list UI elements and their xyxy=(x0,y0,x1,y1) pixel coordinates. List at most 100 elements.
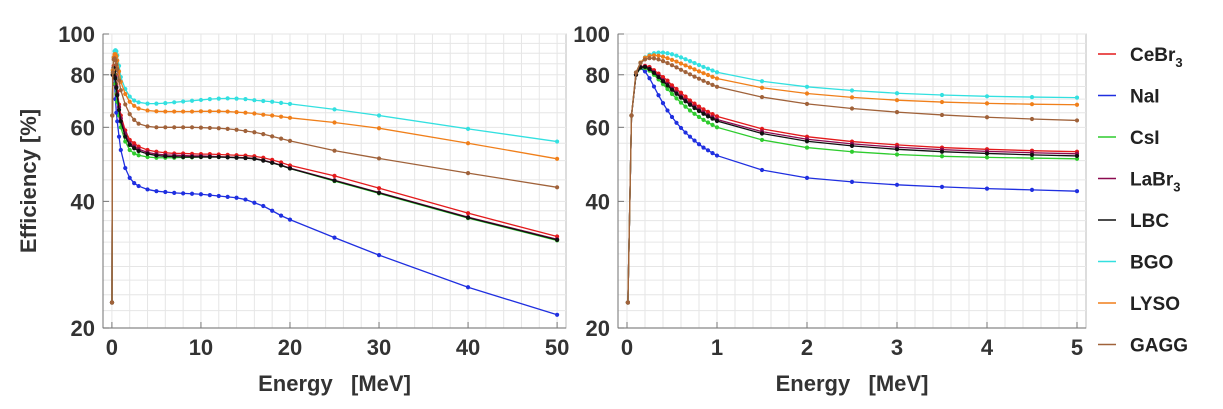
y-axis-title: Efficiency [%] xyxy=(16,109,41,253)
x-tick-label: 3 xyxy=(891,335,903,360)
data-point xyxy=(225,155,230,160)
data-point xyxy=(1074,95,1080,100)
data-point xyxy=(287,115,293,120)
data-point xyxy=(647,67,652,72)
data-point xyxy=(181,125,186,130)
data-point xyxy=(554,139,560,144)
data-point xyxy=(1029,116,1035,122)
data-point xyxy=(692,111,697,116)
data-point xyxy=(687,59,693,64)
data-point xyxy=(710,112,715,117)
x-tick-label: 4 xyxy=(981,335,994,360)
data-point xyxy=(252,156,257,161)
legend-item: NaI xyxy=(1098,87,1160,108)
data-point xyxy=(804,145,810,150)
data-point xyxy=(243,97,248,102)
data-point xyxy=(465,170,471,176)
data-point xyxy=(234,96,239,101)
data-point xyxy=(660,59,666,64)
y-tick-label: 20 xyxy=(71,316,95,341)
data-point xyxy=(261,158,266,163)
data-point xyxy=(278,213,284,218)
data-point xyxy=(714,125,720,130)
data-point xyxy=(692,101,697,106)
data-point xyxy=(116,134,122,139)
data-point xyxy=(894,91,900,96)
data-point xyxy=(332,120,337,125)
y-tick-label: 40 xyxy=(71,189,95,214)
data-point xyxy=(939,99,945,105)
data-point xyxy=(154,125,159,130)
legend-label: NaI xyxy=(1130,87,1160,108)
x-tick-label: 40 xyxy=(456,335,480,360)
data-point xyxy=(710,122,715,127)
data-point xyxy=(849,149,855,154)
data-point xyxy=(207,125,212,131)
data-point xyxy=(332,173,337,178)
data-point xyxy=(629,113,634,118)
data-point xyxy=(984,101,990,106)
data-point xyxy=(332,148,337,153)
data-point xyxy=(939,92,945,98)
series-gagg xyxy=(625,56,1080,305)
data-point xyxy=(939,154,945,159)
data-point xyxy=(984,94,990,99)
left-panel-chart: 0 10 20 30 40 50 20 40 60 80 100 Efficiency [%] Ener… xyxy=(16,22,569,396)
data-point xyxy=(678,61,684,66)
legend-item: LYSO xyxy=(1098,294,1180,315)
data-point xyxy=(332,235,337,240)
data-point xyxy=(261,203,266,209)
x-tick-label: 10 xyxy=(189,335,213,360)
data-point xyxy=(1029,102,1035,107)
legend-item: BGO xyxy=(1098,253,1173,274)
data-point xyxy=(665,56,670,61)
data-point xyxy=(465,126,471,131)
y-tick-label: 100 xyxy=(573,22,610,47)
data-point xyxy=(181,154,186,160)
data-point xyxy=(270,160,275,165)
legend-label: LYSO xyxy=(1130,294,1180,315)
data-point xyxy=(692,138,697,143)
data-point xyxy=(278,100,284,105)
data-point xyxy=(683,57,688,62)
data-point xyxy=(243,155,248,161)
data-point xyxy=(465,141,471,146)
data-point xyxy=(804,175,810,180)
data-point xyxy=(665,51,670,56)
data-point xyxy=(696,62,702,68)
data-point xyxy=(554,185,560,190)
data-point xyxy=(154,101,159,106)
data-point xyxy=(939,149,945,154)
data-point xyxy=(163,109,168,114)
data-point xyxy=(154,189,159,194)
data-point xyxy=(665,60,670,66)
series-nai xyxy=(109,70,560,317)
data-point xyxy=(278,136,284,141)
data-point xyxy=(678,67,684,72)
data-point xyxy=(198,125,204,130)
data-point xyxy=(1074,153,1080,159)
data-point xyxy=(714,76,720,81)
data-point xyxy=(674,53,679,58)
data-point xyxy=(633,70,639,75)
legend-label: CeBr3 xyxy=(1130,45,1183,70)
data-point xyxy=(683,63,688,68)
data-point xyxy=(252,200,257,205)
data-point xyxy=(696,69,702,74)
data-point xyxy=(683,104,688,109)
data-point xyxy=(656,50,661,55)
data-point xyxy=(984,186,990,191)
data-point xyxy=(376,186,382,191)
y-tick-label: 80 xyxy=(586,63,610,88)
data-point xyxy=(678,90,684,95)
data-point xyxy=(656,57,661,62)
data-point xyxy=(132,117,137,122)
data-point xyxy=(123,139,128,144)
data-point xyxy=(656,74,661,80)
data-point xyxy=(651,56,657,61)
data-point xyxy=(172,190,177,196)
data-point xyxy=(669,87,675,92)
data-point xyxy=(701,145,706,150)
data-point xyxy=(116,107,122,113)
data-point xyxy=(154,109,159,114)
